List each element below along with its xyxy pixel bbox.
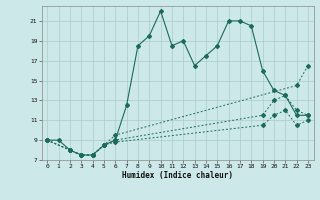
X-axis label: Humidex (Indice chaleur): Humidex (Indice chaleur): [122, 171, 233, 180]
